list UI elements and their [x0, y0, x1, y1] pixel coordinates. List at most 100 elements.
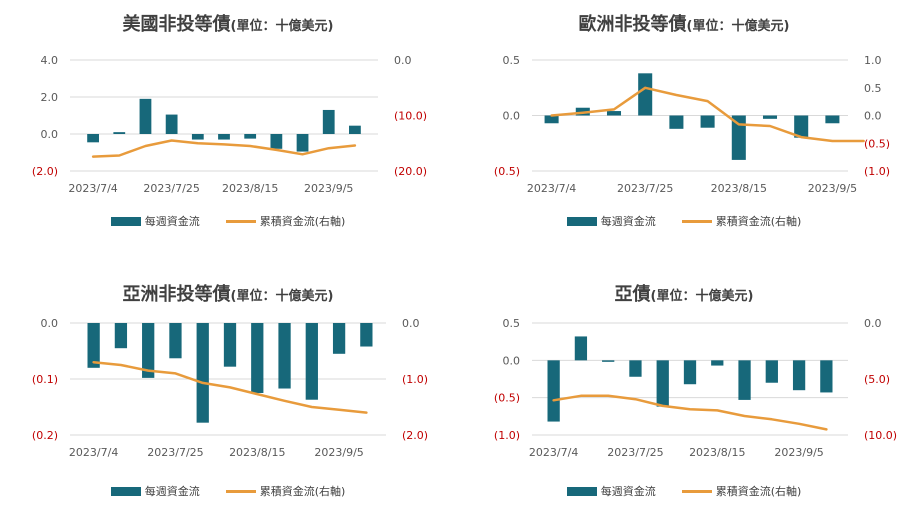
- bar: [332, 323, 346, 354]
- cumulative-line: [552, 394, 828, 431]
- bar: [638, 73, 653, 116]
- chart-panel-eu: 歐洲非投等債(單位：十億美元) 0.5 0.0 (0.5) 1.0 0.5 0.0 (0.5…: [456, 0, 912, 256]
- bar: [762, 115, 778, 119]
- legend-label-bar: 每週資金流: [144, 485, 200, 498]
- bar: [360, 323, 373, 347]
- y-tick-label-right: 0.0: [394, 54, 412, 67]
- cumulative-line: [92, 360, 368, 414]
- y-tick-label-right: (10.0): [394, 110, 427, 123]
- chart-panel-us: 美國非投等債(單位：十億美元) 4.0 2.0 0.0 (2.0) 0.0 (10.0) (…: [0, 0, 456, 256]
- y-tick-label-right: (20.0): [394, 165, 427, 178]
- bar: [139, 98, 152, 134]
- legend-swatch-bar: [566, 216, 597, 226]
- legend-label-bar: 每週資金流: [600, 215, 656, 228]
- x-tick-label: 2023/7/25: [617, 182, 673, 195]
- bar: [656, 360, 669, 407]
- chart-title-main: 亞洲非投等債: [122, 284, 231, 305]
- chart-title-unit: (單位：十億美元): [686, 19, 790, 34]
- y-tick-label-left: (2.0): [32, 165, 58, 178]
- y-tick-label-right: (1.0): [402, 373, 428, 386]
- chart-legend-asia-hy: 每週資金流 累積資金流(右軸): [0, 483, 456, 499]
- bar: [191, 134, 204, 140]
- bar: [792, 360, 806, 391]
- x-tick-label: 2023/7/4: [69, 446, 118, 459]
- x-tick-label: 2023/7/25: [143, 182, 199, 195]
- bar: [270, 134, 283, 149]
- x-tick-label: 2023/7/4: [529, 446, 578, 459]
- bar: [765, 360, 778, 383]
- chart-panel-asia-bond: 亞債(單位：十億美元) 0.5 0.0 (0.5) (1.0) 0.0 (5.0) (10.…: [456, 270, 912, 526]
- bar: [87, 134, 99, 143]
- bar: [169, 323, 182, 359]
- legend-swatch-bar: [110, 486, 141, 496]
- legend-swatch-line: [225, 489, 256, 493]
- y-tick-label-left: 0.5: [503, 317, 521, 330]
- legend-swatch-line: [225, 219, 256, 223]
- legend-swatch-bar: [110, 216, 141, 226]
- bar: [196, 323, 209, 423]
- chart-title-unit: (單位：十億美元): [650, 289, 754, 304]
- legend-item-bar: 每週資金流: [566, 483, 656, 499]
- bar: [142, 323, 155, 378]
- legend-item-line: 累積資金流(右軸): [681, 213, 802, 229]
- bar: [547, 360, 560, 422]
- bar: [820, 360, 833, 393]
- bar: [825, 115, 840, 124]
- chart-plot-us: 4.0 2.0 0.0 (2.0) 0.0 (10.0) (20.0) 2023/7/4 202…: [32, 54, 427, 195]
- y-tick-label-right: (5.0): [864, 373, 890, 386]
- bar: [700, 115, 715, 128]
- bar: [606, 111, 622, 116]
- legend-label-bar: 每週資金流: [600, 485, 656, 498]
- bar: [683, 360, 697, 385]
- legend-label-line: 累積資金流(右軸): [259, 485, 346, 498]
- bar: [349, 125, 361, 134]
- chart-legend-eu: 每週資金流 累積資金流(右軸): [456, 213, 912, 229]
- bar: [738, 360, 751, 400]
- y-tick-label-left: 0.0: [503, 354, 521, 367]
- bar: [165, 114, 178, 134]
- chart-title-asia-bond: 亞債(單位：十億美元): [456, 280, 912, 306]
- bar: [113, 132, 126, 134]
- legend-swatch-line: [681, 489, 712, 493]
- x-tick-label: 2023/8/15: [229, 446, 285, 459]
- legend-swatch-line: [681, 219, 712, 223]
- legend-label-bar: 每週資金流: [144, 215, 200, 228]
- legend-item-line: 累積資金流(右軸): [225, 483, 346, 499]
- y-tick-label-left: 0.0: [41, 317, 59, 330]
- bar: [305, 323, 318, 400]
- x-tick-label: 2023/8/15: [711, 182, 767, 195]
- cumulative-line: [91, 139, 357, 158]
- legend-item-bar: 每週資金流: [110, 213, 200, 229]
- x-tick-label: 2023/9/5: [774, 446, 823, 459]
- y-tick-label-left: 0.0: [503, 110, 521, 123]
- bar: [218, 134, 230, 140]
- bar: [322, 109, 335, 134]
- bar: [278, 323, 291, 389]
- y-tick-label-right: 0.0: [864, 110, 882, 123]
- x-tick-label: 2023/9/5: [304, 182, 353, 195]
- chart-title-main: 歐洲非投等債: [578, 14, 687, 35]
- bar: [602, 360, 615, 362]
- bar: [794, 115, 809, 138]
- bar: [114, 323, 128, 349]
- y-tick-label-left: 2.0: [41, 91, 59, 104]
- legend-item-line: 累積資金流(右軸): [681, 483, 801, 499]
- chart-title-main: 亞債: [614, 284, 651, 305]
- legend-item-bar: 每週資金流: [110, 483, 200, 499]
- legend-label-line: 累積資金流(右軸): [259, 215, 346, 228]
- x-tick-label: 2023/8/15: [689, 446, 745, 459]
- bar: [87, 323, 100, 368]
- y-tick-label-left: 0.0: [41, 128, 59, 141]
- y-tick-label-left: (0.1): [32, 373, 58, 386]
- chart-title-unit: (單位：十億美元): [230, 289, 334, 304]
- chart-title-eu: 歐洲非投等債(單位：十億美元): [456, 10, 912, 36]
- y-tick-label-right: 0.0: [864, 317, 882, 330]
- chart-plot-asia-bond: 0.5 0.0 (0.5) (1.0) 0.0 (5.0) (10.0) 2023/7/4 20…: [494, 317, 897, 459]
- y-tick-label-right: (2.0): [402, 429, 428, 442]
- legend-label-line: 累積資金流(右軸): [715, 215, 802, 228]
- y-tick-label-right: (1.0): [864, 165, 890, 178]
- bar: [731, 115, 746, 160]
- y-tick-label-left: (1.0): [494, 429, 520, 442]
- bar: [711, 360, 724, 366]
- chart-legend-us: 每週資金流 累積資金流(右軸): [0, 213, 456, 229]
